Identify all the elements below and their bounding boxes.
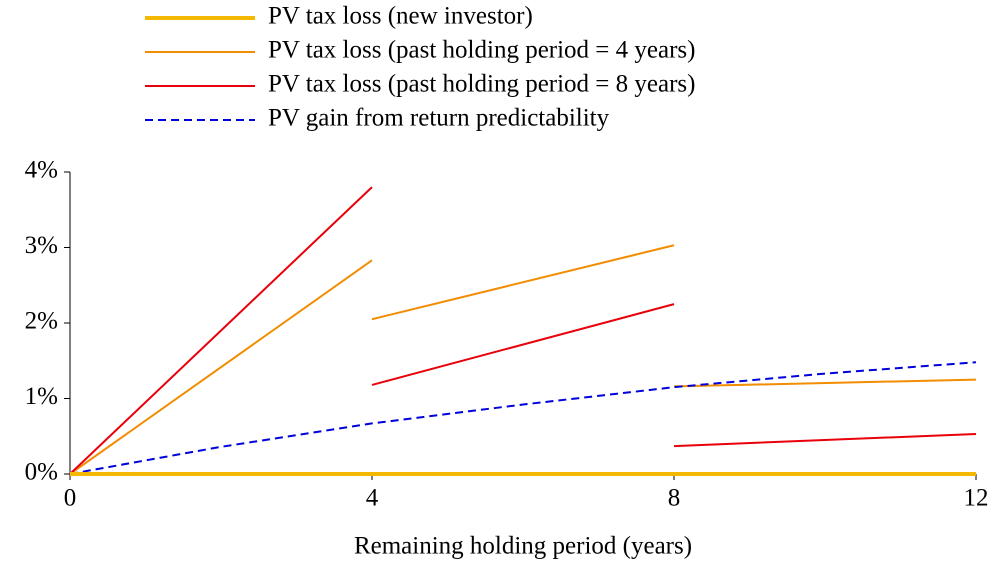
series-line bbox=[69, 244, 977, 475]
series-line bbox=[69, 186, 977, 475]
y-tick-label: 3% bbox=[25, 232, 58, 259]
legend-label: PV tax loss (new investor) bbox=[268, 3, 533, 30]
series-line bbox=[69, 361, 977, 475]
legend-label: PV tax loss (past holding period = 4 yea… bbox=[268, 37, 695, 64]
legend-label: PV tax loss (past holding period = 8 yea… bbox=[268, 71, 695, 98]
y-tick-label: 0% bbox=[25, 459, 58, 486]
x-tick-label: 0 bbox=[64, 485, 77, 512]
x-tick-label: 4 bbox=[366, 485, 379, 512]
y-tick-label: 1% bbox=[25, 383, 58, 410]
x-tick-label: 12 bbox=[964, 485, 989, 512]
legend-label: PV gain from return predictability bbox=[268, 105, 610, 132]
x-tick-label: 8 bbox=[668, 485, 681, 512]
x-axis-label: Remaining holding period (years) bbox=[354, 533, 692, 560]
y-tick-label: 2% bbox=[25, 308, 58, 335]
y-tick-label: 4% bbox=[25, 157, 58, 184]
